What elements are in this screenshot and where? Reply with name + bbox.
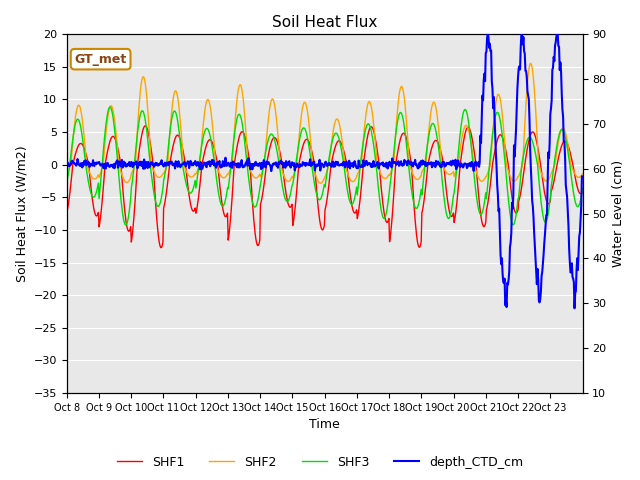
Line: depth_CTD_cm: depth_CTD_cm bbox=[67, 34, 582, 308]
SHF2 bbox=[316, 180, 324, 186]
SHF3 bbox=[379, 214, 387, 220]
Legend: SHF1, SHF2, SHF3, depth_CTD_cm: SHF1, SHF2, SHF3, depth_CTD_cm bbox=[112, 451, 528, 474]
Text: GT_met: GT_met bbox=[74, 53, 127, 66]
SHF3 bbox=[579, 185, 586, 191]
SHF1 bbox=[379, 201, 387, 206]
SHF2 bbox=[527, 60, 534, 66]
SHF2 bbox=[378, 173, 386, 179]
depth_CTD_cm bbox=[378, 160, 385, 166]
Y-axis label: Water Level (cm): Water Level (cm) bbox=[612, 160, 625, 267]
depth_CTD_cm bbox=[63, 160, 70, 166]
SHF3 bbox=[106, 104, 114, 110]
SHF3 bbox=[245, 179, 253, 184]
SHF2 bbox=[218, 174, 226, 180]
SHF3 bbox=[265, 136, 273, 142]
depth_CTD_cm bbox=[484, 31, 492, 37]
SHF1 bbox=[245, 155, 253, 161]
SHF1 bbox=[408, 168, 415, 173]
Title: Soil Heat Flux: Soil Heat Flux bbox=[272, 15, 378, 30]
SHF3 bbox=[220, 203, 227, 208]
depth_CTD_cm bbox=[571, 305, 579, 311]
SHF1 bbox=[124, 226, 131, 231]
SHF2 bbox=[579, 171, 586, 177]
Line: SHF2: SHF2 bbox=[67, 63, 582, 183]
SHF1 bbox=[579, 189, 586, 194]
SHF3 bbox=[125, 213, 132, 218]
SHF3 bbox=[63, 180, 70, 186]
Line: SHF1: SHF1 bbox=[67, 126, 582, 248]
depth_CTD_cm bbox=[244, 163, 252, 168]
SHF1 bbox=[265, 151, 273, 157]
Line: SHF3: SHF3 bbox=[67, 107, 582, 225]
SHF2 bbox=[63, 172, 70, 178]
X-axis label: Time: Time bbox=[309, 419, 340, 432]
SHF2 bbox=[407, 167, 415, 172]
SHF1 bbox=[141, 123, 149, 129]
SHF2 bbox=[244, 156, 252, 162]
SHF2 bbox=[124, 180, 131, 185]
SHF1 bbox=[63, 210, 70, 216]
depth_CTD_cm bbox=[124, 163, 131, 169]
depth_CTD_cm bbox=[406, 159, 414, 165]
SHF2 bbox=[263, 128, 271, 134]
SHF1 bbox=[157, 245, 164, 251]
SHF3 bbox=[122, 222, 130, 228]
SHF1 bbox=[220, 209, 227, 215]
SHF3 bbox=[408, 189, 415, 195]
depth_CTD_cm bbox=[218, 164, 226, 170]
Y-axis label: Soil Heat Flux (W/m2): Soil Heat Flux (W/m2) bbox=[15, 145, 28, 282]
depth_CTD_cm bbox=[263, 161, 271, 167]
depth_CTD_cm bbox=[579, 174, 586, 180]
